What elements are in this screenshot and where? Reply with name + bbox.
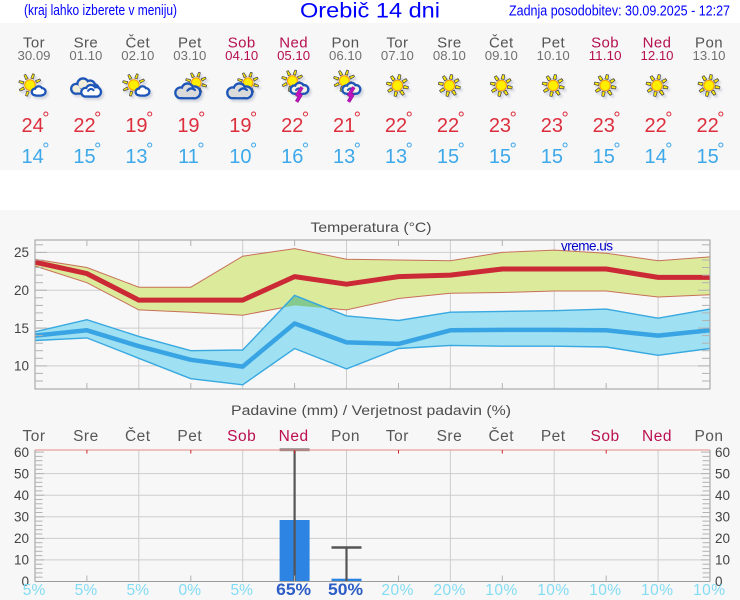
svg-text:Pet: Pet: [541, 428, 566, 445]
svg-text:Padavine (mm) / Verjetnost pad: Padavine (mm) / Verjetnost padavin (%): [231, 403, 511, 418]
svg-text:0%: 0%: [179, 582, 202, 599]
svg-text:65%: 65%: [276, 580, 311, 599]
svg-text:Sre: Sre: [437, 428, 463, 445]
svg-text:06.10: 06.10: [329, 48, 362, 63]
svg-text:Čet: Čet: [488, 428, 514, 445]
svg-text:04.10: 04.10: [225, 48, 258, 63]
svg-text:Sob: Sob: [591, 428, 620, 445]
svg-text:13.10: 13.10: [693, 48, 726, 63]
svg-text:11.10: 11.10: [589, 48, 622, 63]
svg-text:10%: 10%: [693, 582, 725, 599]
svg-text:10.10: 10.10: [537, 48, 570, 63]
svg-text:30: 30: [14, 510, 29, 525]
svg-text:10%: 10%: [485, 582, 517, 599]
svg-text:12.10: 12.10: [641, 48, 674, 63]
svg-text:50: 50: [715, 466, 730, 481]
svg-text:10: 10: [14, 553, 29, 568]
svg-text:Temperatura (°C): Temperatura (°C): [311, 219, 432, 235]
svg-text:Pon: Pon: [695, 35, 723, 52]
svg-text:15: 15: [14, 321, 29, 336]
svg-text:20%: 20%: [433, 582, 465, 599]
svg-text:05.10: 05.10: [277, 48, 310, 63]
svg-text:(kraj lahko izberete v meniju): (kraj lahko izberete v meniju): [24, 3, 177, 19]
svg-text:20: 20: [14, 531, 29, 546]
svg-text:Ned: Ned: [279, 428, 309, 445]
svg-text:Pet: Pet: [178, 35, 202, 52]
svg-text:Ned: Ned: [642, 428, 672, 445]
svg-text:07.10: 07.10: [381, 48, 414, 63]
svg-text:Pon: Pon: [694, 428, 723, 445]
svg-text:10%: 10%: [589, 582, 621, 599]
svg-text:Sre: Sre: [73, 428, 99, 445]
svg-text:Tor: Tor: [386, 428, 409, 445]
svg-text:20: 20: [14, 283, 29, 298]
svg-text:Pon: Pon: [332, 35, 360, 52]
svg-text:30.09: 30.09: [18, 48, 51, 63]
svg-text:Sob: Sob: [591, 35, 619, 52]
svg-text:10%: 10%: [537, 582, 569, 599]
svg-text:60: 60: [14, 445, 29, 460]
svg-text:01.10: 01.10: [69, 48, 102, 63]
svg-text:02.10: 02.10: [121, 48, 154, 63]
svg-text:0: 0: [715, 574, 723, 589]
svg-text:5%: 5%: [23, 582, 46, 599]
svg-text:Tor: Tor: [386, 35, 408, 52]
svg-text:0: 0: [21, 574, 29, 589]
svg-text:20%: 20%: [381, 582, 413, 599]
svg-text:Sre: Sre: [74, 35, 99, 52]
svg-text:Tor: Tor: [23, 35, 45, 52]
svg-text:Čet: Čet: [125, 428, 151, 445]
svg-text:08.10: 08.10: [433, 48, 466, 63]
svg-text:03.10: 03.10: [173, 48, 206, 63]
svg-text:5%: 5%: [75, 582, 98, 599]
svg-text:vreme.us: vreme.us: [561, 239, 613, 254]
svg-text:5%: 5%: [127, 582, 150, 599]
svg-text:25: 25: [14, 245, 29, 260]
svg-text:Tor: Tor: [22, 428, 45, 445]
svg-text:Pet: Pet: [177, 428, 202, 445]
svg-text:Pet: Pet: [541, 35, 565, 52]
svg-text:Sob: Sob: [227, 428, 256, 445]
svg-text:Pon: Pon: [331, 428, 360, 445]
svg-text:Sob: Sob: [228, 35, 256, 52]
svg-text:50: 50: [14, 466, 29, 481]
svg-text:40: 40: [715, 488, 730, 503]
svg-text:5%: 5%: [230, 582, 253, 599]
svg-text:Orebič 14 dni: Orebič 14 dni: [300, 0, 440, 23]
svg-text:Čet: Čet: [489, 35, 514, 52]
svg-text:Ned: Ned: [643, 35, 672, 52]
svg-text:10: 10: [14, 359, 29, 374]
svg-text:60: 60: [715, 445, 730, 460]
svg-text:10%: 10%: [641, 582, 673, 599]
svg-text:Zadnja posodobitev: 30.09.2025: Zadnja posodobitev: 30.09.2025 - 12:27: [509, 4, 730, 20]
svg-text:20: 20: [715, 531, 730, 546]
svg-text:Čet: Čet: [126, 35, 151, 52]
svg-text:30: 30: [715, 510, 730, 525]
svg-text:50%: 50%: [328, 580, 363, 599]
svg-text:10: 10: [715, 553, 730, 568]
svg-text:Ned: Ned: [279, 35, 308, 52]
svg-text:09.10: 09.10: [485, 48, 518, 63]
svg-text:40: 40: [14, 488, 29, 503]
svg-text:Sre: Sre: [437, 35, 462, 52]
